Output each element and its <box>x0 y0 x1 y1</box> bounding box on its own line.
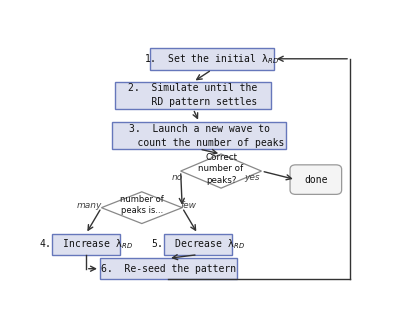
FancyBboxPatch shape <box>52 234 120 255</box>
FancyBboxPatch shape <box>290 165 342 194</box>
Text: done: done <box>304 175 328 184</box>
Text: many: many <box>76 201 102 210</box>
Text: yes: yes <box>244 173 260 182</box>
Text: 2.  Simulate until the
    RD pattern settles: 2. Simulate until the RD pattern settles <box>128 83 258 107</box>
Text: 5.  Decrease λ$_{RD}$: 5. Decrease λ$_{RD}$ <box>151 237 245 251</box>
FancyBboxPatch shape <box>164 234 232 255</box>
FancyBboxPatch shape <box>150 48 274 70</box>
Text: few: few <box>180 201 196 210</box>
Polygon shape <box>101 192 182 223</box>
Text: 3.  Launch a new wave to
    count the number of peaks: 3. Launch a new wave to count the number… <box>114 124 284 148</box>
Text: 6.  Re-seed the pattern: 6. Re-seed the pattern <box>101 264 236 274</box>
Text: Correct
number of
peaks?: Correct number of peaks? <box>198 153 244 184</box>
Text: 4.  Increase λ$_{RD}$: 4. Increase λ$_{RD}$ <box>39 237 133 251</box>
Text: number of
peaks is...: number of peaks is... <box>120 195 164 216</box>
FancyBboxPatch shape <box>100 258 237 279</box>
FancyBboxPatch shape <box>115 82 271 109</box>
FancyBboxPatch shape <box>112 122 286 149</box>
Polygon shape <box>181 154 261 188</box>
Text: no: no <box>172 173 183 182</box>
Text: 1.  Set the initial λ$_{RD}$: 1. Set the initial λ$_{RD}$ <box>144 52 279 66</box>
